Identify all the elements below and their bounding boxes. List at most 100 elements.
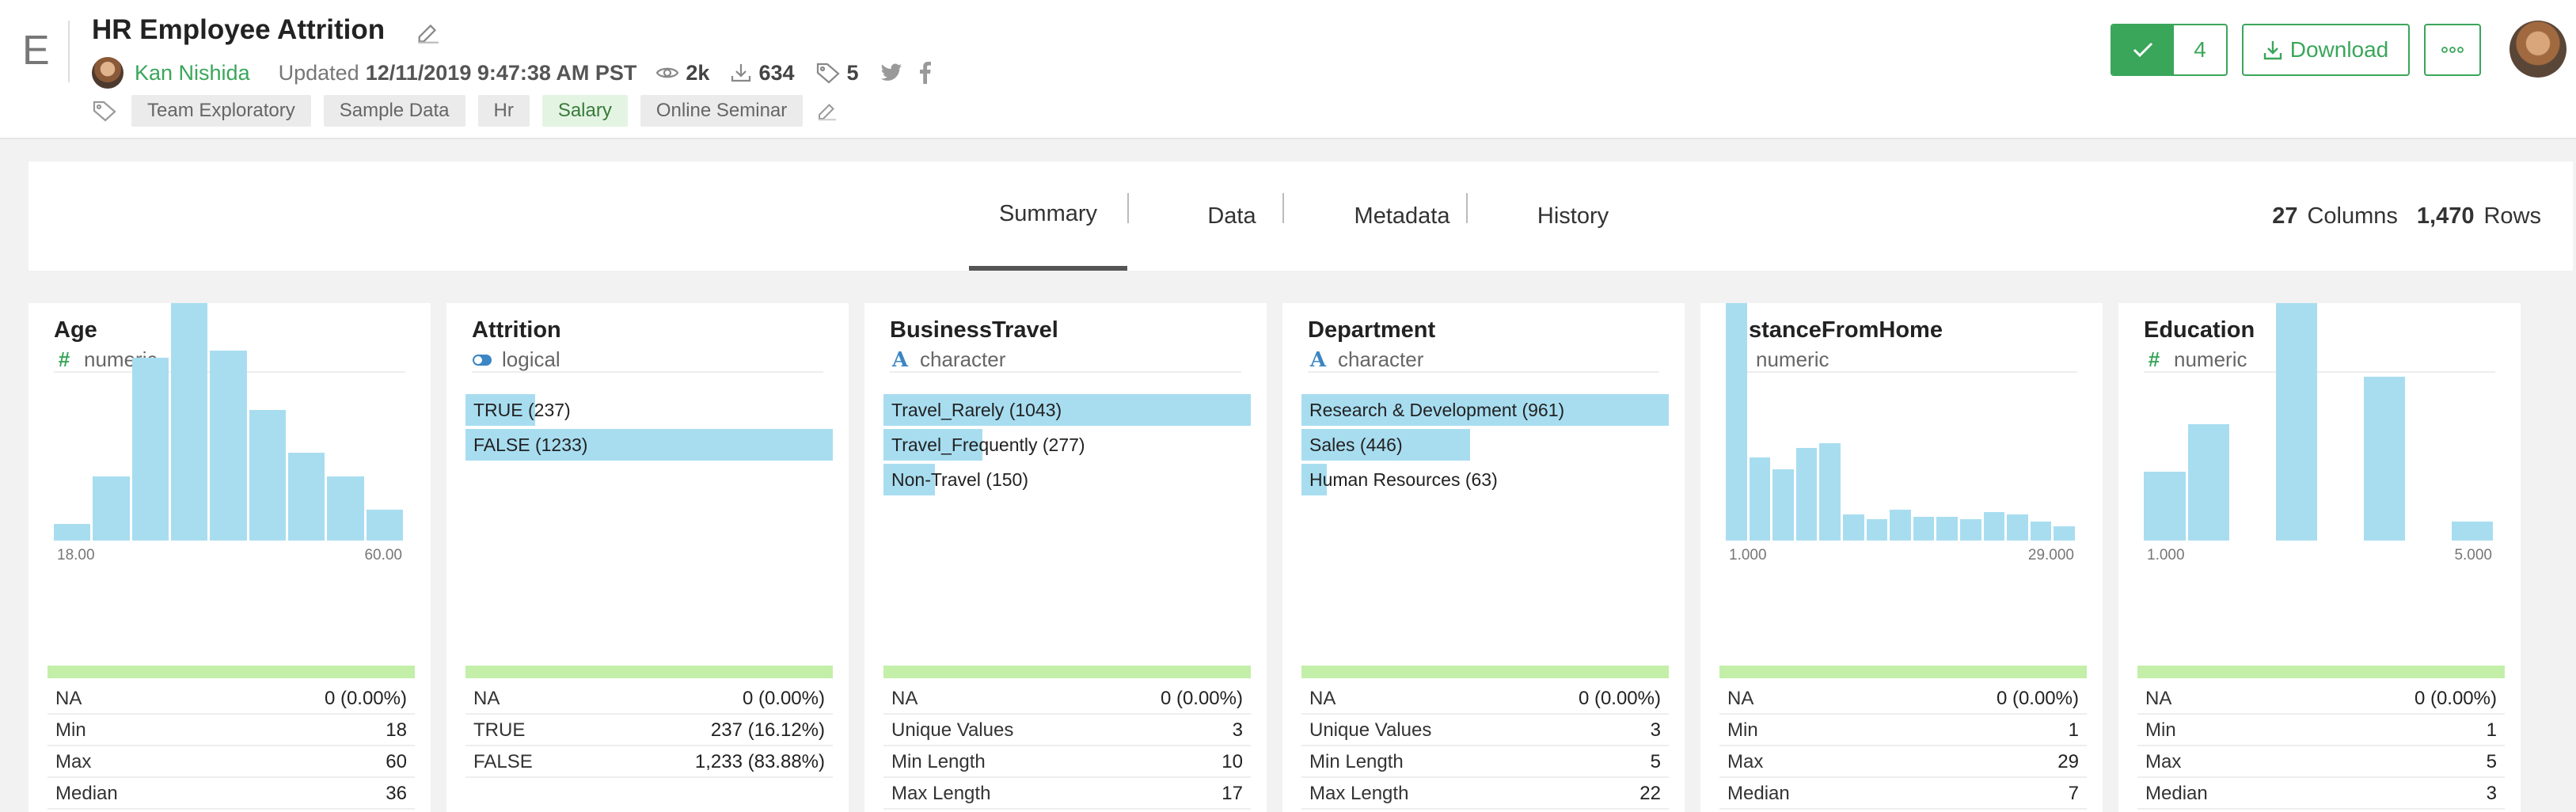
histogram-bar[interactable]	[1772, 469, 1794, 541]
category-item[interactable]: Research & Development (961)	[1301, 394, 1669, 426]
column-name[interactable]: Age	[54, 317, 97, 343]
histogram[interactable]	[54, 303, 405, 541]
twitter-icon[interactable]	[880, 63, 903, 83]
histogram-bar[interactable]	[1983, 512, 2005, 541]
card-divider	[1726, 371, 2077, 373]
more-button[interactable]	[2424, 24, 2481, 76]
download-button[interactable]: Download	[2242, 24, 2410, 76]
histogram-bar[interactable]	[1843, 514, 1864, 541]
histogram-bar[interactable]	[210, 351, 247, 541]
tag-chip[interactable]: Sample Data	[323, 95, 465, 127]
tags-row: Team Exploratory Sample Data Hr Salary O…	[92, 95, 839, 127]
histogram-bar[interactable]	[1890, 510, 1911, 541]
tab-summary[interactable]: Summary	[969, 161, 1127, 271]
stat-label: Min	[55, 719, 86, 741]
axis-min-label: 1.000	[1729, 547, 1767, 563]
histogram-bar[interactable]	[2451, 522, 2493, 541]
stat-row: Max 60	[47, 746, 415, 778]
check-count[interactable]: 4	[2194, 37, 2206, 62]
tab-history[interactable]: History	[1537, 203, 1609, 229]
histogram-bar[interactable]	[2187, 424, 2229, 541]
data-quality-bar	[2137, 666, 2505, 678]
histogram-bar[interactable]	[2007, 514, 2028, 541]
category-item[interactable]: Travel_Rarely (1043)	[883, 394, 1251, 426]
tab-metadata[interactable]: Metadata	[1354, 203, 1450, 229]
hash-icon: #	[58, 347, 70, 371]
category-item[interactable]: FALSE (1233)	[465, 429, 833, 461]
histogram-bar[interactable]	[2363, 377, 2405, 541]
histogram-bar[interactable]	[1866, 519, 1888, 541]
stat-row: Min 1	[2137, 715, 2505, 746]
tab-data[interactable]: Data	[1207, 203, 1256, 229]
histogram-bar[interactable]	[1936, 517, 1958, 541]
facebook-share[interactable]	[919, 62, 932, 84]
stat-label: Min	[1727, 719, 1758, 741]
histogram-bar[interactable]	[1795, 448, 1818, 541]
stat-value: 237 (16.12%)	[710, 719, 825, 741]
edit-tags-icon[interactable]	[815, 99, 839, 123]
histogram[interactable]	[1726, 303, 2077, 541]
twitter-share[interactable]	[880, 63, 903, 83]
rows-label: Rows	[2483, 203, 2541, 229]
column-card[interactable]: Attrition logical TRUE (237) FALSE (1233) NA…	[446, 303, 849, 812]
histogram-bar[interactable]	[249, 410, 286, 541]
user-avatar[interactable]	[2510, 21, 2567, 78]
histogram-bar[interactable]	[2030, 522, 2052, 541]
histogram-bar[interactable]	[288, 453, 325, 541]
tags-count: 5	[846, 60, 859, 85]
category-item[interactable]: TRUE (237)	[465, 394, 833, 426]
column-card[interactable]: Age # numeric 18.00 60.00 NA 0 (0.00%) Min 18 Max…	[28, 303, 431, 812]
column-name[interactable]: Education	[2144, 317, 2255, 343]
stat-label: NA	[2145, 688, 2172, 709]
histogram-bar[interactable]	[1819, 443, 1841, 541]
histogram[interactable]	[2144, 303, 2495, 541]
stat-row: Median 7	[1719, 778, 2087, 810]
check-button[interactable]	[2112, 25, 2174, 74]
histogram-bar[interactable]	[327, 476, 364, 541]
histogram-bar[interactable]	[1726, 303, 1747, 541]
stat-row: Unique Values 3	[883, 715, 1251, 746]
edit-title-icon[interactable]	[415, 19, 442, 46]
histogram-bar[interactable]	[1960, 519, 1981, 541]
category-item[interactable]: Human Resources (63)	[1301, 464, 1669, 495]
stat-row: Max Length 22	[1301, 778, 1669, 810]
check-icon	[2133, 42, 2153, 58]
column-name[interactable]: DistanceFromHome	[1726, 317, 1943, 343]
histogram-bar[interactable]	[1913, 517, 1935, 541]
histogram-bar[interactable]	[171, 303, 208, 541]
category-item[interactable]: Sales (446)	[1301, 429, 1669, 461]
tag-chip[interactable]: Online Seminar	[640, 95, 804, 127]
histogram-bar[interactable]	[1749, 457, 1771, 541]
histogram-bar[interactable]	[366, 510, 403, 541]
category-item[interactable]: Non-Travel (150)	[883, 464, 1251, 495]
category-list: Research & Development (961) Sales (446) H…	[1301, 394, 1669, 499]
app-logo[interactable]: E	[22, 28, 50, 74]
facebook-icon[interactable]	[919, 62, 932, 84]
column-card[interactable]: Education # numeric 1.000 5.000 NA 0 (0.00%) Mi…	[2118, 303, 2521, 812]
category-label: TRUE (237)	[473, 400, 571, 420]
column-name[interactable]: Attrition	[472, 317, 561, 343]
category-item[interactable]: Travel_Frequently (277)	[883, 429, 1251, 461]
author-link[interactable]: Kan Nishida	[135, 60, 250, 85]
publish-button-group[interactable]: 4	[2111, 24, 2228, 76]
tag-chip[interactable]: Salary	[541, 95, 628, 127]
column-type-label: numeric	[2174, 347, 2247, 371]
column-name[interactable]: Department	[1308, 317, 1436, 343]
histogram-bar[interactable]	[2054, 526, 2075, 541]
column-name[interactable]: BusinessTravel	[890, 317, 1058, 343]
stat-row: FALSE 1,233 (83.88%)	[465, 746, 833, 778]
tag-chip[interactable]: Team Exploratory	[131, 95, 311, 127]
tag-chip[interactable]: Hr	[477, 95, 530, 127]
author-avatar[interactable]	[92, 57, 123, 89]
histogram-bar[interactable]	[2144, 472, 2186, 541]
histogram-bar[interactable]	[131, 358, 169, 541]
histogram-bar[interactable]	[54, 524, 91, 541]
stat-label: Min Length	[1309, 751, 1404, 772]
stat-row: Min 18	[47, 715, 415, 746]
histogram-bar[interactable]	[2275, 303, 2317, 541]
download-icon	[2263, 41, 2282, 60]
histogram-bar[interactable]	[93, 476, 130, 541]
